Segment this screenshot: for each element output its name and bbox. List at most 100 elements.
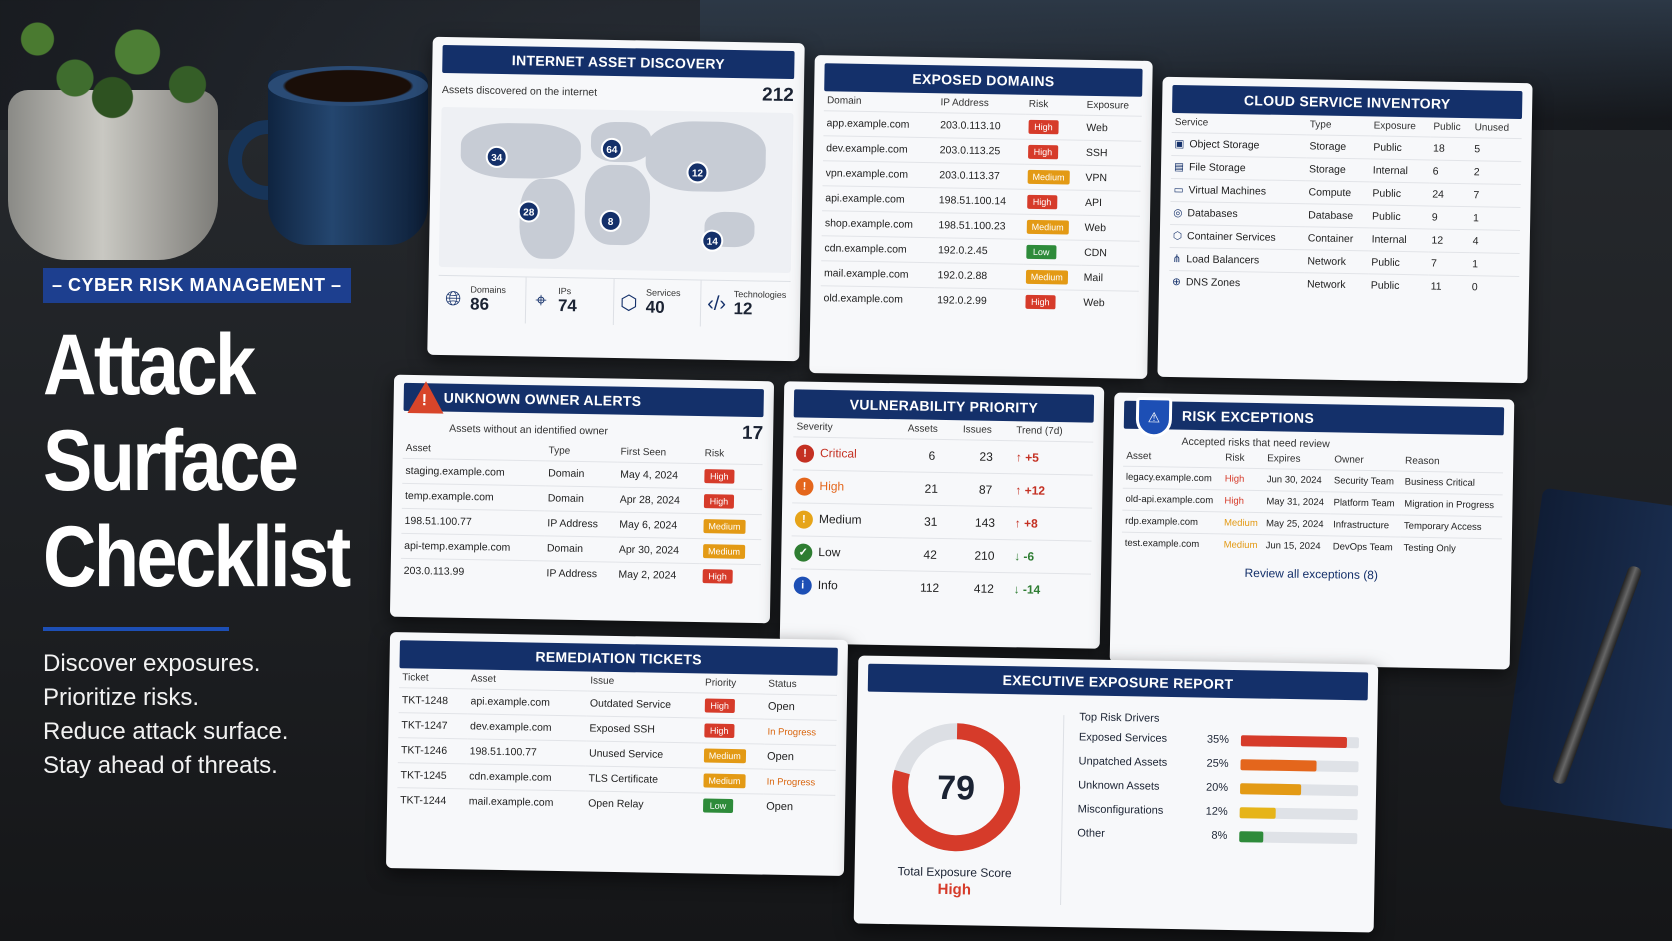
table-row[interactable]: ! Medium 31 143 ↑ +8	[791, 502, 1093, 542]
severity-icon: !	[794, 510, 814, 529]
stat-label: IPs	[558, 286, 572, 297]
table-cell: Storage	[1306, 134, 1371, 159]
tagline: Reduce attack surface.	[43, 718, 289, 745]
exposed-domains-card: EXPOSED DOMAINS Domain IP Address Risk E…	[809, 55, 1153, 379]
globe-icon: 🌐︎	[445, 287, 462, 310]
table-cell: staging.example.com	[402, 458, 546, 486]
stat-domains[interactable]: 🌐︎ Domains 86	[437, 275, 527, 324]
table-row[interactable]: ✓ Low 42 210 ↓ -6	[791, 535, 1092, 575]
table-cell: Temporary Access	[1400, 515, 1503, 539]
column-header: Reason	[1404, 455, 1440, 468]
column-header: Type	[1309, 119, 1332, 131]
table-row[interactable]: old.example.com 192.0.2.99 High Web	[820, 285, 1139, 316]
review-exceptions-link[interactable]: Review all exceptions (8)	[1244, 565, 1379, 583]
driver-bar-track	[1239, 806, 1358, 820]
table-cell: Low	[699, 792, 764, 819]
map-north-america	[460, 122, 582, 180]
table-cell: rdp.example.com	[1121, 510, 1222, 534]
driver-bar-fill	[1239, 806, 1277, 819]
table-cell: Jun 15, 2024	[1262, 534, 1330, 558]
table-cell: ↑ +12	[1012, 473, 1093, 509]
table-cell: In Progress	[763, 769, 836, 796]
table-cell: 203.0.113.25	[936, 137, 1026, 165]
driver-percent: 35%	[1206, 733, 1230, 746]
trend-value: +5	[1025, 450, 1040, 465]
table-cell: TKT-1245	[397, 762, 467, 789]
table-cell: mail.example.com	[820, 260, 935, 288]
table-cell: 12	[1428, 228, 1470, 253]
table-cell: ↓ -6	[1010, 539, 1092, 575]
table-cell: High	[1221, 489, 1264, 513]
hero-title: Attack Surface Checklist	[43, 317, 351, 605]
table-cell: temp.example.com	[401, 483, 545, 511]
driver-percent: 25%	[1206, 757, 1229, 770]
monitor-icon: ▭	[1173, 184, 1184, 197]
table-row[interactable]: ! Critical 6 23 ↑ +5	[792, 436, 1094, 476]
card-title: INTERNET ASSET DISCOVERY	[442, 44, 795, 80]
table-cell: High	[699, 563, 761, 590]
table-cell: 143	[958, 505, 1013, 540]
cube-icon: ⬡	[619, 291, 638, 314]
arrow-up-icon: ↑	[1015, 450, 1026, 465]
driver-label: Misconfigurations	[1077, 803, 1164, 817]
severity-label: High	[819, 479, 845, 494]
table-row[interactable]: i Info 112 412 ↓ -14	[790, 568, 1091, 607]
asset-discovery-card: INTERNET ASSET DISCOVERY Assets discover…	[427, 36, 805, 362]
column-header: Issues	[962, 424, 992, 436]
driver-percent: 8%	[1211, 829, 1228, 842]
table-cell: shop.example.com	[821, 210, 936, 238]
table-cell: 4	[1469, 229, 1521, 254]
database-icon: ◎	[1173, 207, 1183, 220]
exposure-score: 79	[936, 768, 976, 808]
hero-title-line: Surface	[43, 413, 299, 509]
table-cell: Medium	[1022, 264, 1081, 291]
hero-divider	[43, 627, 229, 631]
table-cell: Business Critical	[1401, 471, 1504, 495]
table-cell: Medium	[700, 742, 765, 770]
table-cell: Open	[763, 744, 837, 771]
table-cell: 5	[1471, 137, 1522, 162]
column-header: Asset	[405, 442, 431, 455]
table-cell: Platform Team	[1330, 491, 1402, 516]
table-cell: ⬡ Container Services	[1169, 224, 1306, 250]
table-cell: 203.0.113.37	[936, 162, 1025, 190]
table-cell: Public	[1368, 204, 1430, 229]
risk-badge: Medium	[702, 544, 746, 559]
severity-label: Low	[818, 545, 841, 560]
table-cell: Container	[1304, 226, 1369, 251]
table-row[interactable]: 203.0.113.99 IP Address May 2, 2024 High	[400, 558, 761, 590]
table-cell: SSH	[1082, 140, 1142, 167]
table-cell: Security Team	[1330, 469, 1402, 494]
domains-table: Domain IP Address Risk Exposure app.exam…	[820, 91, 1142, 316]
table-cell: cdn.example.com	[821, 235, 936, 263]
table-cell: legacy.example.com	[1122, 466, 1222, 490]
table-cell: 2	[1470, 160, 1522, 185]
tagline: Stay ahead of threats.	[43, 752, 278, 779]
table-cell: vpn.example.com	[822, 160, 937, 188]
table-row[interactable]: ! High 21 87 ↑ +12	[792, 469, 1093, 509]
table-cell: 1	[1469, 206, 1521, 231]
container-icon: ⬡	[1172, 229, 1183, 243]
stat-services[interactable]: ⬡ Services 40	[613, 278, 703, 327]
risk-badge: Medium	[703, 519, 746, 534]
stat-technologies[interactable]: ‹/› Technologies 12	[701, 281, 790, 329]
table-cell: 6	[904, 438, 960, 473]
driver-row: Misconfigurations 12%	[1078, 803, 1368, 820]
severity-icon: i	[793, 576, 812, 595]
hero: – CYBER RISK MANAGEMENT – Attack Surface…	[43, 268, 363, 783]
map-pin[interactable]: 14	[701, 229, 724, 252]
driver-percent: 20%	[1205, 781, 1229, 794]
table-cell: 9	[1428, 205, 1471, 230]
table-cell: test.example.com	[1121, 532, 1221, 556]
severity-label: Medium	[818, 512, 862, 527]
table-cell: API	[1081, 190, 1141, 217]
table-cell: 21	[903, 471, 960, 506]
card-title: RISK EXCEPTIONS	[1123, 400, 1505, 436]
table-cell: api.example.com	[467, 688, 588, 716]
table-cell: ↓ -14	[1010, 572, 1091, 607]
stat-ips[interactable]: ⌖ IPs 74	[525, 277, 615, 325]
table-cell: 42	[902, 537, 959, 572]
table-row[interactable]: ⊕ DNS Zones Network Public 11 0	[1168, 270, 1520, 300]
table-cell: Internal	[1368, 227, 1429, 252]
table-cell: Public	[1369, 181, 1430, 206]
